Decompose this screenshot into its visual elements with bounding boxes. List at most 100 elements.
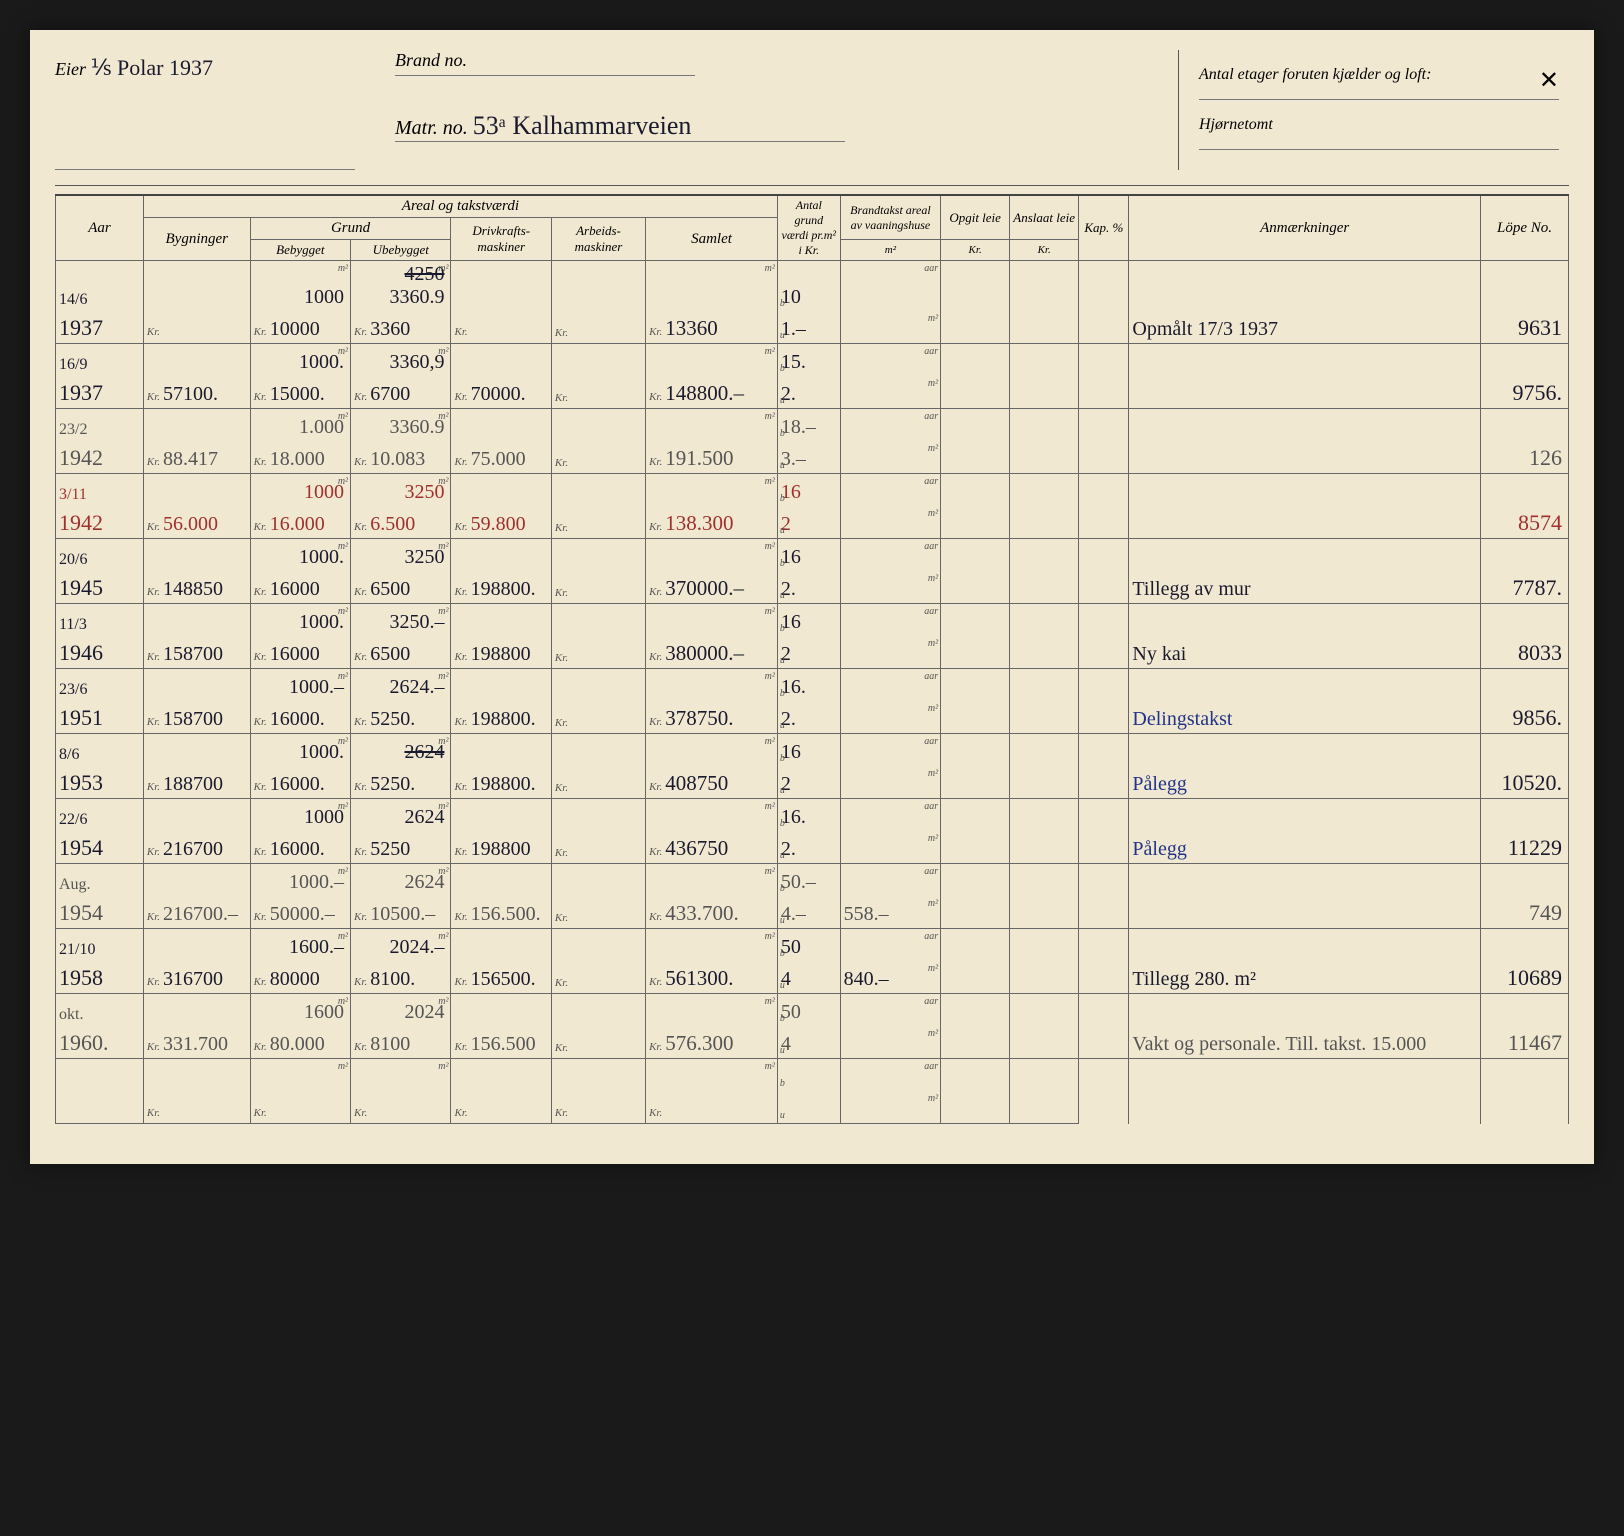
- cell-date: 11/3: [56, 604, 144, 637]
- cell-sam: Kr.148800.–: [646, 376, 778, 409]
- cell-empty: [551, 261, 645, 312]
- cell-empty: [143, 799, 250, 832]
- table-row: 11/3 1000.m² 3250.–m² m² b16 aar Ny kai …: [56, 604, 1569, 637]
- cell-beb-m: 1000m²: [250, 799, 350, 832]
- cell-lope: 126: [1480, 409, 1568, 474]
- cell-beb-m: 1000.–m²: [250, 669, 350, 702]
- cell-arb: Kr.: [551, 571, 645, 604]
- cell-year: 1942: [56, 506, 144, 539]
- col-arb: Arbeids-maskiner: [551, 218, 645, 261]
- cell-anm: Opmålt 17/3 1937: [1129, 261, 1481, 344]
- cell-empty: aar: [840, 474, 940, 507]
- cell-empty: m²: [646, 474, 778, 507]
- cell-brand: 558.–m²: [840, 896, 940, 929]
- cell-ube-kr: Kr.10500.–: [351, 896, 451, 929]
- cell-empty: aar: [840, 734, 940, 767]
- cell-ube-kr: Kr.8100: [351, 1026, 451, 1059]
- cell-arb: Kr.: [551, 766, 645, 799]
- cell-empty: [941, 506, 1010, 539]
- cell-ube-m: 3250m²: [351, 539, 451, 572]
- cell-empty: [941, 311, 1010, 344]
- cell-ant-b: b10: [777, 261, 840, 312]
- cell-empty: [1010, 1026, 1079, 1059]
- unit-kr-ans: Kr.: [1010, 240, 1079, 261]
- cell-ant-b: b16: [777, 539, 840, 572]
- cell-empty: aar: [840, 344, 940, 377]
- cell-arb: Kr.: [551, 636, 645, 669]
- cell-beb-kr: Kr.16000.: [250, 766, 350, 799]
- cell-empty: [1010, 701, 1079, 734]
- cell-ube-m: 2624 m²: [351, 734, 451, 767]
- matr-field: Matr. no. 53ᵃ Kalhammarveien: [395, 111, 845, 142]
- table-row: 22/6 1000m² 2624m² m² b16. aar Pålegg 11…: [56, 799, 1569, 832]
- cell-ube-kr: Kr.6.500: [351, 506, 451, 539]
- cell-byg: Kr.: [143, 311, 250, 344]
- cell-empty: [451, 539, 551, 572]
- cell-brand: m²: [840, 1026, 940, 1059]
- cell-empty: [451, 604, 551, 637]
- cell-byg: Kr.188700: [143, 766, 250, 799]
- cell-empty: [1079, 669, 1129, 734]
- cell-empty: [941, 539, 1010, 572]
- cell-brand: m²: [840, 376, 940, 409]
- cell-beb-kr: Kr.80000: [250, 961, 350, 994]
- cell-brand: m²: [840, 701, 940, 734]
- cell-empty: [941, 604, 1010, 637]
- floors-label: Antal etager foruten kjælder og loft:: [1199, 66, 1431, 83]
- cell-empty: [941, 441, 1010, 474]
- cell-empty: [143, 409, 250, 442]
- cell-empty: [143, 994, 250, 1027]
- cell-brand: m²: [840, 441, 940, 474]
- cell-anm: Pålegg: [1129, 799, 1481, 864]
- cell-beb-m: 1000.m²: [250, 539, 350, 572]
- cell-empty: [941, 1026, 1010, 1059]
- cell-sam: Kr.13360: [646, 311, 778, 344]
- cell-ube-m: 3360,9m²: [351, 344, 451, 377]
- cell-lope: 11229: [1480, 799, 1568, 864]
- cell-anm: Vakt og personale. Till. takst. 15.000: [1129, 994, 1481, 1059]
- table-row: 16/9 1000.m² 3360,9m² m² b15. aar 9756.: [56, 344, 1569, 377]
- cell-sam: Kr.380000.–: [646, 636, 778, 669]
- cell-driv: Kr.198800.: [451, 766, 551, 799]
- cell-empty: [143, 344, 250, 377]
- cell-ube-m: 2624m²: [351, 864, 451, 897]
- cell-ant-u: u4: [777, 961, 840, 994]
- cell-empty: [1079, 261, 1129, 344]
- owner-label: Eier: [55, 59, 86, 79]
- cell-byg: Kr.331.700: [143, 1026, 250, 1059]
- cell-beb-kr: Kr.16.000: [250, 506, 350, 539]
- cell-lope: 9856.: [1480, 669, 1568, 734]
- cell-empty: [551, 474, 645, 507]
- cell-ant-u: u4.–: [777, 896, 840, 929]
- cell-empty: m²: [646, 604, 778, 637]
- cell-sam: Kr.561300.: [646, 961, 778, 994]
- cell-ube-kr: Kr.3360: [351, 311, 451, 344]
- cell-date: 22/6: [56, 799, 144, 832]
- cell-lope: 7787.: [1480, 539, 1568, 604]
- cell-empty: [143, 604, 250, 637]
- cell-empty: [551, 669, 645, 702]
- table-row: 14/6 1000m² 4250 3360.9m² m² b10 aar Opm…: [56, 261, 1569, 312]
- cell-empty: [143, 474, 250, 507]
- col-kap: Kap. %: [1079, 195, 1129, 261]
- cell-empty: [1010, 506, 1079, 539]
- cell-driv: Kr.59.800: [451, 506, 551, 539]
- cell-date: 20/6: [56, 539, 144, 572]
- col-sam: Samlet: [646, 218, 778, 261]
- ledger-page: Eier ⅟s Polar 1937 Brand no. Matr. no. 5…: [30, 30, 1594, 1164]
- cell-empty: [551, 864, 645, 897]
- col-anslaat: Anslaat leie: [1010, 195, 1079, 240]
- cell-empty: m²: [646, 994, 778, 1027]
- cell-lope: 9756.: [1480, 344, 1568, 409]
- cell-empty: aar: [840, 864, 940, 897]
- cell-empty: [941, 734, 1010, 767]
- table-row: m²m²m²baar: [56, 1059, 1569, 1092]
- cell-lope: 10520.: [1480, 734, 1568, 799]
- cell-beb-m: 1600m²: [250, 994, 350, 1027]
- cell-ube-m: 4250 3360.9m²: [351, 261, 451, 312]
- cell-empty: [551, 929, 645, 962]
- cell-ube-kr: Kr.6500: [351, 571, 451, 604]
- col-grund: Grund: [250, 218, 451, 240]
- cell-empty: [1010, 669, 1079, 702]
- cell-ant-u: u2.: [777, 571, 840, 604]
